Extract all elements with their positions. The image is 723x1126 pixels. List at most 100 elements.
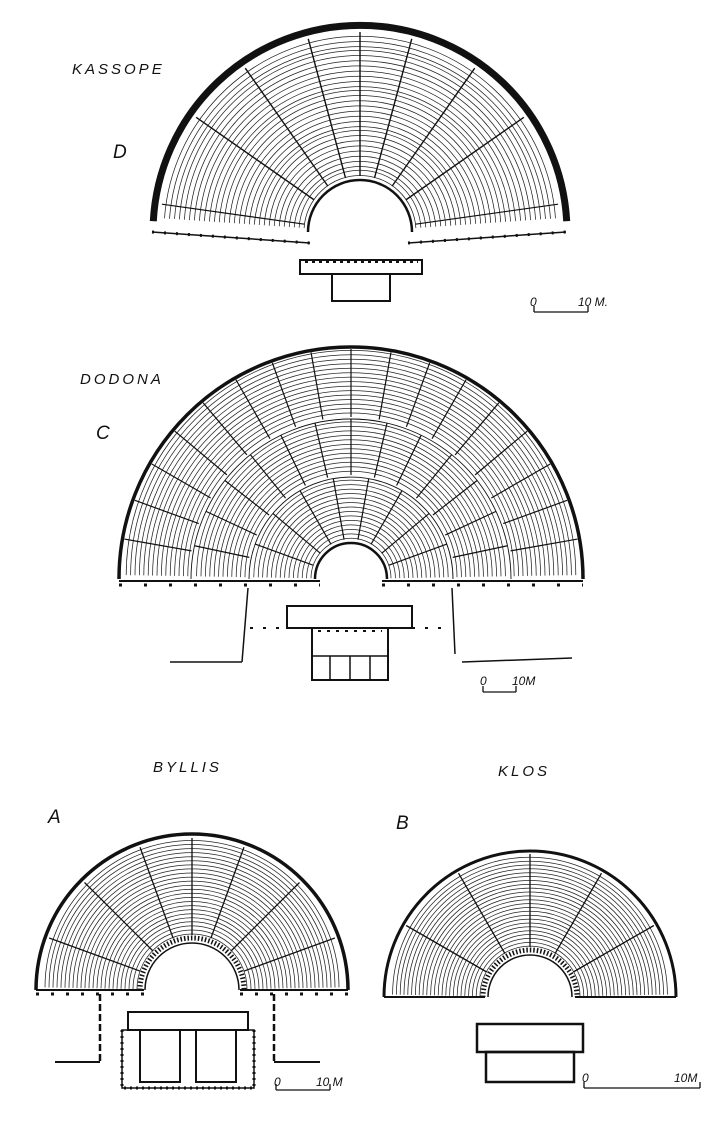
dodona-stairway-upper [310,352,324,420]
dodona-scale-zero: 0 [480,674,487,688]
dodona-stairway-lower [357,478,370,540]
dodona-orchestra [313,541,389,580]
byllis-stairway [139,846,174,939]
dodona-stairway-upper [134,499,199,525]
dodona-stairway-middle [452,545,508,558]
dodona-stairway-middle [415,454,453,499]
byllis-proskenion [127,1011,249,1031]
kassope-skene [331,273,391,302]
dodona-stairway-lower [272,512,321,554]
dodona-stairway-upper [431,379,467,440]
byllis-skene-room-left [139,1029,181,1083]
kassope-letter: D [113,142,127,163]
dodona-stairway-middle [249,454,287,499]
kassope-stairway [244,67,329,187]
kassope-stairway [391,67,476,187]
klos-label: KLOS [498,763,551,780]
dodona-stairway-lower [370,490,403,545]
dodona-retaining-wall [461,657,573,663]
byllis-stairway [48,937,141,972]
klos-scale-zero: 0 [582,1071,589,1085]
klos-stairway [405,924,488,973]
kassope-scale-length: 10 M. [578,295,609,309]
dodona-retaining-wall [241,587,249,663]
dodona-stairway-upper [454,402,500,456]
klos-scale-bar [583,1082,701,1089]
dodona-stairway-middle [224,480,270,516]
dodona-stairway-lower [381,512,430,554]
klos-plan [382,849,678,1084]
klos-stairway [457,872,506,955]
byllis-plan [34,832,350,1090]
kassope-stairway [161,203,305,225]
byllis-stairway [230,882,300,952]
dodona-stairway-upper [271,362,297,427]
dodona-stairway-middle [445,510,497,536]
klos-skene [484,1050,576,1084]
byllis-stairway [210,846,245,939]
byllis-orchestra [144,942,240,991]
kassope-stairway [415,203,559,225]
klos-stairway [572,924,655,973]
dodona-label: DODONA [80,371,164,388]
dodona-stairway-upper [510,538,578,552]
klos-orchestra [487,954,573,998]
klos-outer-wall [382,849,678,998]
klos-proskenion [475,1022,585,1054]
dodona-stairway-middle [280,434,306,486]
dodona-stairway-upper [124,538,192,552]
byllis-scale-bar [275,1084,331,1091]
byllis-scale-zero: 0 [274,1075,281,1089]
dodona-stairway-upper [151,463,212,499]
dodona-letter: C [96,423,110,444]
kassope-outer-wall [149,21,571,222]
dodona-plan [117,345,585,681]
klos-letter: B [396,813,409,834]
kassope-scale-bar [533,306,589,313]
dodona-stairway-upper [235,379,271,440]
dodona-diazoma-1-edge [248,476,454,580]
kassope-stairway [405,116,525,201]
kassope-stairway [373,38,413,179]
byllis-skene-foundation [120,1030,256,1090]
byllis-stairway [84,882,154,952]
dodona-proskenion [286,605,413,629]
dodona-stairway-middle [432,480,478,516]
dodona-stairway-upper [174,430,228,476]
dodona-stairway-middle [396,434,422,486]
klos-scale-length: 10M [674,1071,698,1085]
dodona-stairway-lower [388,543,448,566]
dodona-retaining-wall [451,587,456,655]
dodona-stairway-upper [378,352,392,420]
dodona-stairway-upper [202,402,248,456]
dodona-scale-length: 10M [512,674,536,688]
dodona-diazoma-1 [247,475,455,580]
dodona-stairway-middle [314,422,329,478]
byllis-label: BYLLIS [153,759,222,776]
dodona-stairway-lower [332,478,345,540]
kassope-parodos-wall [407,231,567,244]
byllis-scale-length: 10 M [316,1075,343,1089]
byllis-letter: A [48,807,61,828]
kassope-plan [149,21,571,302]
byllis-skene-room-right [195,1029,237,1083]
byllis-orchestra-drain [137,935,247,991]
kassope-stairway [195,116,315,201]
kassope-stairway [307,38,347,179]
klos-stairway [554,872,603,955]
dodona-stairway-middle [194,545,250,558]
dodona-outer-wall [117,345,585,580]
kassope-orchestra [306,178,414,233]
klos-orchestra-drain [480,947,580,998]
dodona-stairway-upper [490,463,551,499]
byllis-skene-outer [121,1029,255,1089]
dodona-stairway-lower [299,490,332,545]
dodona-stairway-upper [474,430,528,476]
kassope-scale-zero: 0 [530,295,537,309]
dodona-stairway-middle [205,510,257,536]
dodona-stairway-middle [373,422,388,478]
dodona-scale-bar [482,686,517,693]
kassope-parodos-wall [151,231,311,244]
